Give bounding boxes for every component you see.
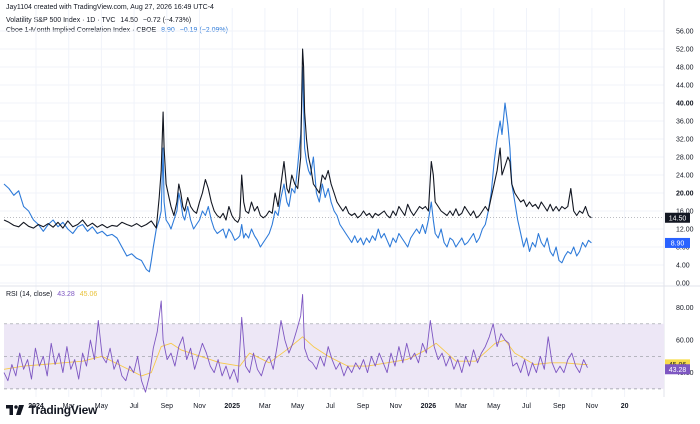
- rsi-legend-value: 43.28: [57, 291, 75, 298]
- rsi-line: [3, 294, 588, 393]
- vix-line: [3, 48, 592, 229]
- y-tick-label: 56.00: [676, 29, 694, 36]
- y-tick-label: 40.00: [676, 101, 694, 108]
- rsi-y-tick-label: 60.00: [676, 338, 694, 345]
- tradingview-wordmark: TradingView: [29, 403, 98, 417]
- x-tick-label: Sep: [357, 403, 370, 410]
- vix-legend-name: Volatility S&P 500 Index · 1D · TVC: [6, 17, 116, 24]
- series-lines: [3, 48, 592, 393]
- x-tick-label: 2024: [28, 403, 44, 410]
- x-tick-label: May: [95, 403, 109, 410]
- cor1m-price-tag: 8.90: [671, 240, 685, 247]
- y-tick-label: 12.00: [676, 227, 694, 234]
- vix-legend-value: 14.50: [120, 17, 138, 24]
- cor1m-line: [3, 66, 592, 273]
- y-tick-label: 36.00: [676, 119, 694, 126]
- rsi-price-tag: 43.28: [669, 367, 687, 374]
- tradingview-logo-icon: [6, 405, 24, 415]
- x-tick-label: Mar: [455, 403, 468, 410]
- vix-price-tag: 14.50: [669, 215, 687, 222]
- x-tick-label: May: [487, 403, 501, 410]
- vix-price-tag-bg: [665, 212, 690, 223]
- x-tick-label: 2026: [421, 403, 437, 410]
- x-tick-label: May: [291, 403, 305, 410]
- x-tick-label: Jul: [522, 403, 531, 410]
- x-tick-label: Mar: [259, 403, 272, 410]
- tradingview-logo[interactable]: TradingView: [6, 403, 97, 417]
- x-tick-label: Nov: [586, 403, 599, 410]
- y-tick-label: 32.00: [676, 137, 694, 144]
- rsi-legend[interactable]: RSI (14, close) 43.28 45.06: [6, 291, 97, 298]
- rsi-legend-name: RSI (14, close): [6, 291, 53, 298]
- x-tick-label: 20: [621, 403, 629, 410]
- x-tick-label: Nov: [193, 403, 206, 410]
- rsi-price-tag-bg: [665, 364, 690, 375]
- rsi-ma-legend-value: 45.06: [79, 291, 98, 298]
- y-tick-label: 0.00: [676, 281, 690, 288]
- y-tick-label: 44.00: [676, 83, 694, 90]
- y-tick-label: 16.00: [676, 209, 694, 216]
- y-tick-label: 28.00: [676, 155, 694, 162]
- x-tick-label: Mar: [63, 403, 76, 410]
- x-tick-label: 2025: [224, 403, 240, 410]
- price-tags: 14.508.9045.0643.28: [665, 212, 690, 375]
- y-tick-label: 52.00: [676, 47, 694, 54]
- x-tick-label: Jul: [130, 403, 139, 410]
- y-tick-label: 8.00: [676, 245, 690, 252]
- x-tick-label: Sep: [553, 403, 566, 410]
- rsi-band: [4, 323, 664, 390]
- cor1m-price-tag-bg: [665, 237, 690, 248]
- y-tick-label: 4.00: [676, 263, 690, 270]
- x-tick-label: Sep: [161, 403, 174, 410]
- y-tick-label: 24.00: [676, 173, 694, 180]
- y-tick-label: 48.00: [676, 65, 694, 72]
- x-tick-label: Jul: [326, 403, 335, 410]
- y-tick-label: 20.00: [676, 191, 694, 198]
- x-tick-label: Nov: [389, 403, 402, 410]
- rsi-y-tick-label: 80.00: [676, 305, 694, 312]
- chart-attribution: Jay1104 created with TradingView.com, Au…: [6, 4, 214, 11]
